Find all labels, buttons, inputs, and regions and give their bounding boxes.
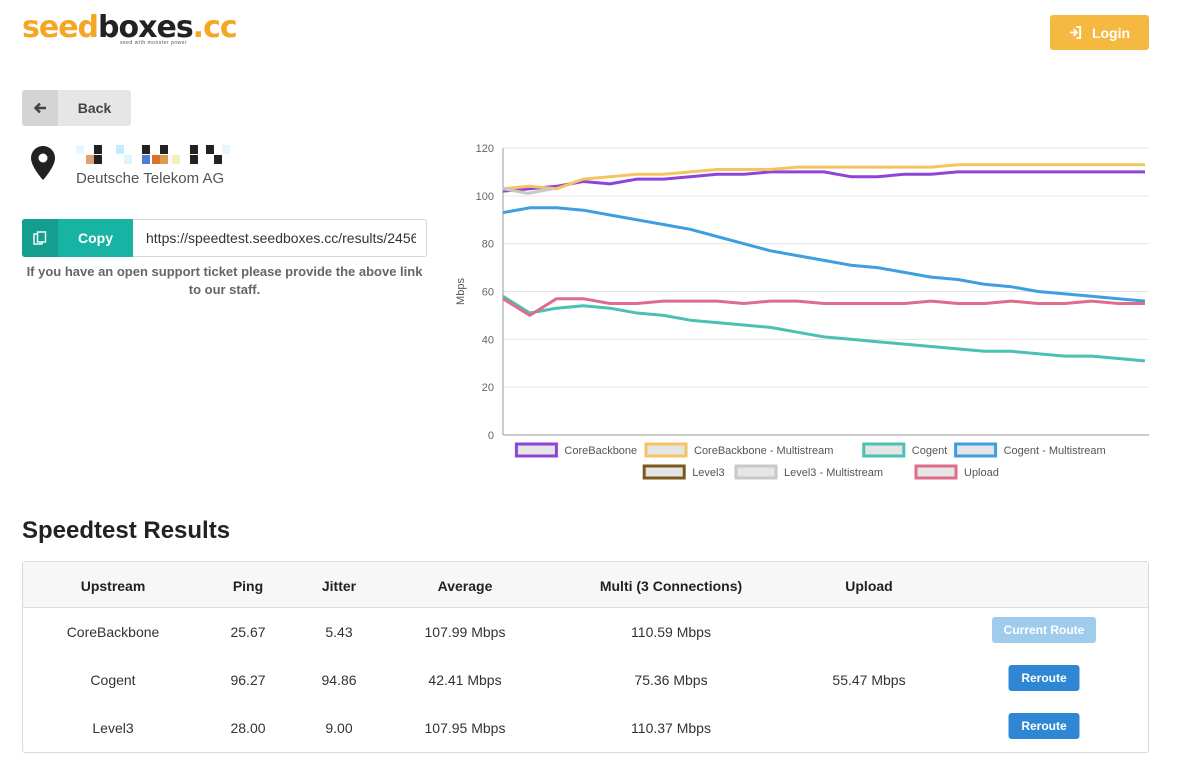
row-ping: 28.00 (230, 720, 266, 736)
back-button[interactable]: Back (22, 90, 131, 126)
row-ping: 96.27 (230, 672, 266, 688)
series-line (502, 187, 554, 195)
col-jitter: Jitter (321, 578, 357, 594)
legend-swatch (734, 464, 778, 480)
legend-swatch (644, 442, 688, 458)
row-jitter: 5.43 (325, 624, 353, 640)
series-line (502, 297, 1145, 317)
results-table-header: Upstream Ping Jitter Average Multi (3 Co… (23, 562, 1148, 608)
login-button[interactable]: Login (1050, 15, 1149, 50)
arrow-left-icon (22, 90, 58, 126)
logo-tagline: seed with monster power (120, 40, 188, 46)
reroute-button[interactable]: Reroute (1008, 665, 1080, 691)
support-note: If you have an open support ticket pleas… (26, 264, 423, 297)
map-marker-icon (31, 146, 55, 180)
row-ping: 25.67 (230, 624, 266, 640)
legend-label: Upload (964, 467, 999, 479)
series-line (502, 295, 1146, 363)
row-jitter: 9.00 (325, 720, 353, 736)
series-line (502, 170, 1145, 193)
legend-swatch (954, 442, 998, 458)
col-ping: Ping (232, 578, 264, 594)
logo-text-boxes: boxes (98, 10, 194, 45)
legend-label: Cogent (912, 445, 947, 457)
y-tick-label: 120 (476, 143, 494, 155)
legend-swatch (514, 442, 558, 458)
row-upstream: Cogent (90, 672, 136, 688)
results-title: Speedtest Results (22, 517, 231, 544)
ip-address-redacted (76, 145, 236, 165)
y-axis-label: Mbps (455, 278, 467, 305)
speed-chart: 0 20 40 60 80 100 120 Mbps CoreBackbone CoreBackb… (455, 143, 1149, 480)
legend-label: Cogent - Multistream (1004, 445, 1106, 457)
clipboard-icon (22, 219, 58, 257)
sign-in-icon (1069, 26, 1082, 39)
row-average: 107.99 Mbps (424, 624, 506, 640)
reroute-button[interactable]: Reroute (1008, 713, 1080, 739)
row-average: 42.41 Mbps (428, 672, 502, 688)
legend-swatch (914, 464, 958, 480)
table-row: Cogent 96.27 94.86 42.41 Mbps 75.36 Mbps… (23, 656, 1148, 704)
row-average: 107.95 Mbps (424, 720, 506, 736)
row-upstream: CoreBackbone (66, 624, 160, 640)
legend-label: Level3 (692, 467, 724, 479)
isp-name: Deutsche Telekom AG (76, 170, 225, 187)
col-multi: Multi (3 Connections) (599, 578, 743, 594)
logo-text-tld: .cc (192, 10, 238, 45)
series-line (502, 163, 1145, 191)
col-upstream: Upstream (80, 578, 146, 594)
logo-wordmark: seedboxes.cc (22, 10, 238, 46)
y-tick-label: 60 (482, 287, 494, 299)
col-upload: Upload (845, 578, 893, 594)
row-multi: 110.59 Mbps (631, 624, 711, 640)
y-tick-label: 80 (482, 239, 494, 251)
table-row: CoreBackbone 25.67 5.43 107.99 Mbps 110.… (23, 608, 1148, 656)
login-label: Login (1091, 24, 1131, 41)
legend-label: CoreBackbone - Multistream (694, 445, 833, 457)
y-tick-label: 20 (482, 382, 494, 394)
result-url-input[interactable] (133, 219, 427, 257)
results-table: Upstream Ping Jitter Average Multi (3 Co… (22, 561, 1149, 753)
table-row: Level3 28.00 9.00 107.95 Mbps 110.37 Mbp… (23, 704, 1148, 752)
current-route-button[interactable]: Current Route (992, 617, 1096, 643)
row-jitter: 94.86 (321, 672, 357, 688)
row-multi: 75.36 Mbps (634, 672, 708, 688)
y-tick-label: 0 (488, 430, 494, 442)
legend-label: CoreBackbone (564, 445, 637, 457)
row-upload: 55.47 Mbps (832, 672, 906, 688)
back-label: Back (77, 100, 112, 116)
legend-swatch (862, 442, 906, 458)
legend-swatch (642, 464, 686, 480)
row-multi: 110.37 Mbps (631, 720, 711, 736)
site-logo[interactable]: seedboxes.cc seed with monster power (22, 10, 238, 50)
legend-label: Level3 - Multistream (784, 467, 883, 479)
logo-text-seed: seed (22, 10, 99, 45)
row-upstream: Level3 (92, 720, 134, 736)
share-link-group: Copy (22, 219, 427, 257)
y-tick-label: 100 (476, 191, 494, 203)
copy-label: Copy (78, 230, 113, 246)
copy-button[interactable]: Copy (22, 219, 133, 257)
col-average: Average (437, 578, 493, 594)
y-tick-label: 40 (482, 334, 494, 346)
series-line (502, 206, 1146, 303)
